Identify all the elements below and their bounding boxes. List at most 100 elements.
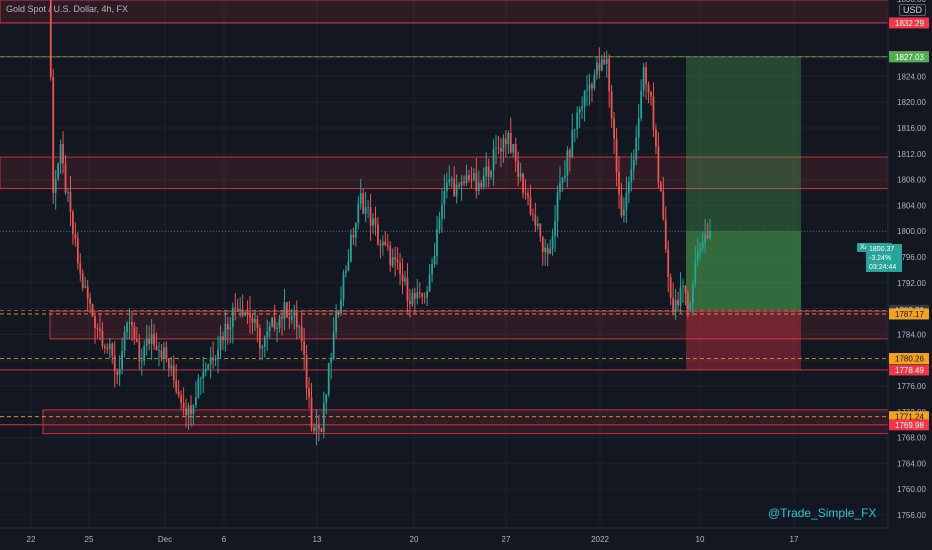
candle <box>610 84 613 128</box>
candle-body <box>320 428 323 432</box>
candle <box>554 204 556 252</box>
candle-body <box>290 316 293 320</box>
candle <box>219 325 222 359</box>
candle-body <box>475 173 478 191</box>
candle-body <box>217 349 219 359</box>
candle-body <box>450 179 453 181</box>
candle <box>509 117 512 154</box>
price-level-label-bg <box>889 411 929 423</box>
candle <box>384 231 387 247</box>
candle <box>514 137 517 172</box>
candle <box>571 113 574 159</box>
candle <box>74 222 77 247</box>
candle-body <box>86 286 89 299</box>
candle <box>701 230 704 253</box>
price-level-label-bg <box>889 17 929 29</box>
candle <box>273 304 276 332</box>
candle-body <box>219 336 222 350</box>
candle <box>182 387 185 416</box>
candle-body <box>170 365 173 369</box>
candle <box>337 311 340 318</box>
candle <box>94 312 96 344</box>
candle <box>359 179 362 210</box>
candle <box>441 188 443 233</box>
candle-body <box>298 326 301 328</box>
candle-body <box>561 177 564 184</box>
candle <box>691 279 694 316</box>
price-level-label-text: 1832.29 <box>895 19 924 28</box>
candle-body <box>266 331 269 338</box>
candle <box>480 179 483 190</box>
candle-body <box>539 223 542 237</box>
candles <box>49 0 711 446</box>
candle <box>229 317 232 343</box>
candle <box>52 68 55 205</box>
candle <box>121 337 123 374</box>
candle-body <box>362 193 365 214</box>
candle <box>477 170 480 196</box>
candle <box>448 165 451 187</box>
candle-body <box>623 209 625 216</box>
candle <box>603 52 606 66</box>
candle-body <box>263 337 266 347</box>
candle-body <box>322 403 325 432</box>
candle <box>544 238 547 266</box>
candle <box>529 184 532 216</box>
candle <box>625 176 628 223</box>
candle-body <box>239 309 242 311</box>
candle-body <box>52 77 55 193</box>
candle <box>236 298 239 313</box>
candle-body <box>635 137 638 160</box>
candle <box>113 341 116 388</box>
candle-body <box>541 236 544 253</box>
candle-body <box>94 316 96 328</box>
candle-body <box>556 192 559 222</box>
candle-body <box>524 193 527 194</box>
candle-body <box>659 182 662 192</box>
candle <box>207 363 210 371</box>
candle-body <box>177 391 180 396</box>
candle-body <box>672 297 675 313</box>
time-tick-label: 13 <box>313 535 322 544</box>
candle <box>140 348 143 376</box>
candle-body <box>527 193 529 198</box>
candle <box>684 284 687 306</box>
candle-body <box>335 311 338 333</box>
currency-button[interactable]: USD <box>899 4 927 16</box>
candle <box>662 176 665 221</box>
candle <box>519 163 522 182</box>
candle-body <box>416 292 419 299</box>
candle-body <box>49 0 52 78</box>
candle-body <box>684 285 687 294</box>
candle <box>325 393 328 415</box>
candle-body <box>354 222 357 238</box>
candle <box>369 193 372 241</box>
candle <box>91 303 94 317</box>
candle-body <box>226 323 229 330</box>
candle <box>647 81 650 103</box>
candle-body <box>431 264 433 275</box>
candle <box>195 381 197 408</box>
last-price: 1800.37 <box>869 246 895 253</box>
candle-body <box>224 323 227 341</box>
candle-body <box>79 263 82 274</box>
candle-body <box>185 408 187 416</box>
candle-body <box>62 144 64 164</box>
candle <box>709 218 711 241</box>
candle-body <box>472 173 475 181</box>
candle <box>556 185 559 238</box>
candle-body <box>381 241 384 246</box>
candle <box>148 325 151 351</box>
candle-body <box>278 316 281 329</box>
candle <box>153 324 155 350</box>
price-level-label-text: 1787.17 <box>895 310 924 319</box>
candle-body <box>167 359 170 369</box>
candle-body <box>650 91 652 97</box>
candle-body <box>158 350 160 351</box>
candle <box>126 320 128 340</box>
candle <box>135 326 138 343</box>
candle-body <box>413 292 416 299</box>
candle <box>640 79 643 122</box>
